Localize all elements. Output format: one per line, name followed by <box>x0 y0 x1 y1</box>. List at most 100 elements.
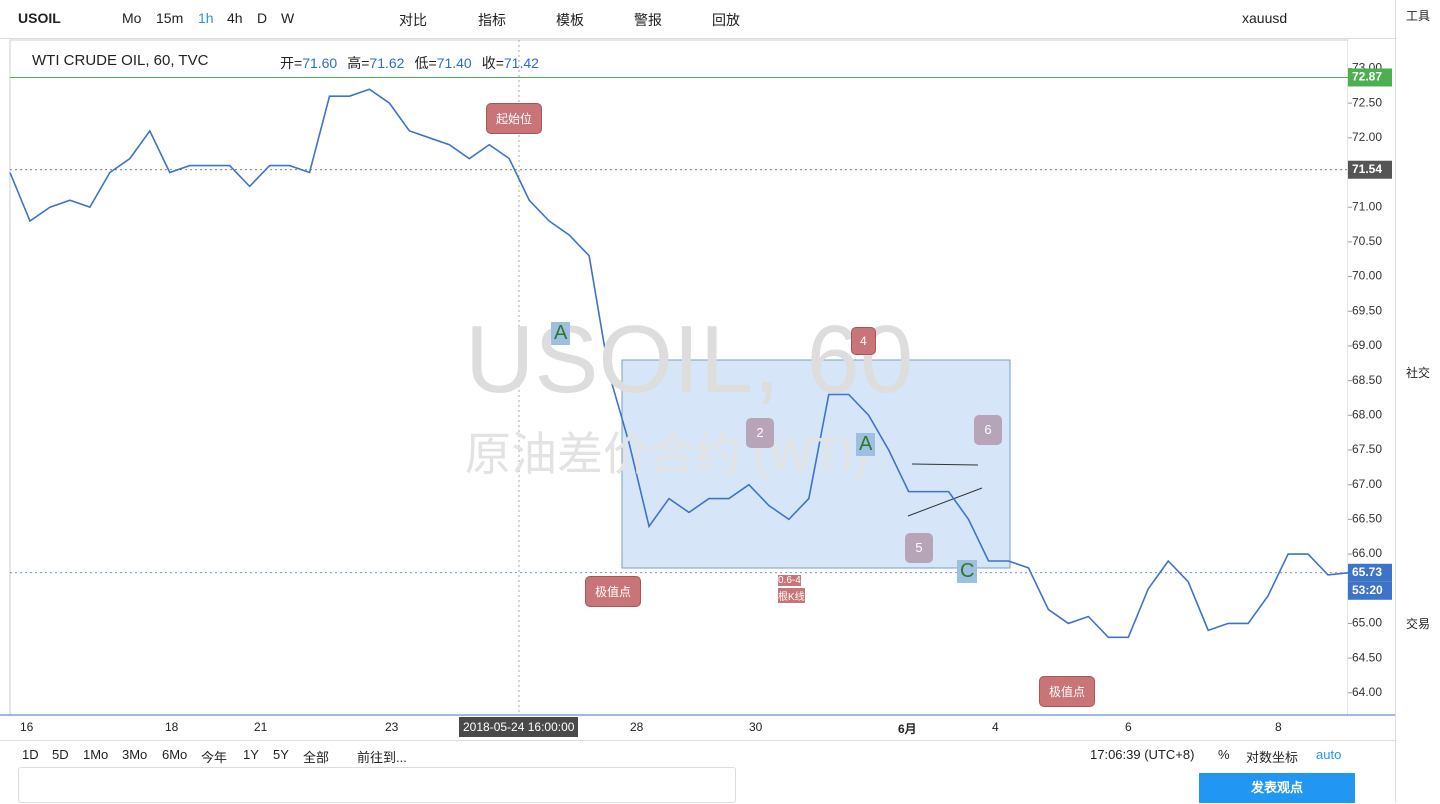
x-tick-label: 30 <box>749 720 763 734</box>
range[interactable]: 5Y <box>273 747 289 762</box>
watermark: USOIL, 60 <box>465 306 914 413</box>
bottom-bar: 1D 5D 1Mo 3Mo 6Mo 今年 1Y 5Y 全部 前往到... 17:06:39 (U… <box>0 740 1395 804</box>
interval[interactable]: 4h <box>227 10 243 26</box>
toolbar-button[interactable]: 模板 <box>556 12 584 28</box>
countdown: 53:20 <box>1352 583 1383 597</box>
top-toolbar: USOIL Mo 15m 1h 4h D W 对比 指标 模板 警报 回放 xauusd <box>0 0 1395 39</box>
log-scale[interactable]: 对数坐标 <box>1246 750 1299 765</box>
y-tick-label: 69.00 <box>1352 338 1382 352</box>
publish-button[interactable]: 发表观点 <box>1199 773 1355 803</box>
layout-name[interactable]: xauusd <box>1242 10 1288 26</box>
goto[interactable]: 前往到... <box>357 750 407 765</box>
crosshair-time: 2018-05-24 16:00:00 <box>459 717 579 737</box>
y-tick-label: 66.00 <box>1352 546 1382 560</box>
chart: 64.0064.5065.0065.5066.0066.5067.0067.50… <box>0 39 1395 716</box>
x-tick-label: 6月 <box>898 722 917 736</box>
interval[interactable]: D <box>257 10 268 26</box>
y-tick-label: 71.00 <box>1352 199 1382 213</box>
range[interactable]: 1Mo <box>83 747 109 762</box>
price-label: 65.73 <box>1352 565 1382 579</box>
interval[interactable]: W <box>281 10 295 26</box>
note: 4 <box>851 327 876 355</box>
x-tick-label: 6 <box>1125 720 1132 734</box>
trendline <box>907 487 983 517</box>
note: 5 <box>905 533 933 563</box>
y-tick-label: 67.00 <box>1352 477 1382 491</box>
x-tick-label: 28 <box>630 720 644 734</box>
price-line-series <box>9 88 1349 639</box>
note: 0.6-4 <box>778 575 801 586</box>
range[interactable]: 1Y <box>243 747 259 762</box>
price-label-bg <box>1348 160 1392 179</box>
range[interactable]: 5D <box>52 747 69 762</box>
note: 根K线 <box>778 588 805 603</box>
range[interactable]: 1D <box>22 747 39 762</box>
ohlc-item: 低= <box>414 55 437 71</box>
note: 极值点 <box>585 576 642 607</box>
range[interactable]: 6Mo <box>162 747 188 762</box>
x-tick-label: 21 <box>254 720 268 734</box>
ohlc-item: 高= <box>347 55 370 71</box>
y-tick-label: 72.50 <box>1352 95 1382 109</box>
y-tick-label: 68.00 <box>1352 407 1382 421</box>
sidebar-label: 工具 <box>1406 9 1431 23</box>
interval[interactable]: 15m <box>156 10 184 26</box>
ohlc-item: 71.40 <box>436 55 472 71</box>
auto-scale[interactable]: auto <box>1316 747 1342 762</box>
y-tick-label: 68.50 <box>1352 373 1382 387</box>
wave-label: C <box>957 560 978 583</box>
clock: 17:06:39 (UTC+8) <box>1090 747 1195 762</box>
wave-label: A <box>856 433 876 456</box>
price-label-bg <box>1348 68 1392 87</box>
ohlc-item: 71.42 <box>503 55 539 71</box>
range[interactable]: 3Mo <box>122 747 148 762</box>
y-tick-label: 70.00 <box>1352 269 1382 283</box>
note: 起始位 <box>486 103 543 134</box>
series-title: WTI CRUDE OIL, 60, TVC <box>32 52 209 69</box>
trendline <box>911 463 979 466</box>
y-tick-label: 65.00 <box>1352 616 1382 630</box>
price-label-bg <box>1348 563 1392 582</box>
countdown-bg <box>1348 581 1392 600</box>
x-tick-label: 8 <box>1275 720 1282 734</box>
price-label: 72.87 <box>1352 70 1382 84</box>
range[interactable]: 今年 <box>201 750 228 765</box>
range[interactable]: 全部 <box>303 750 330 765</box>
x-tick-label: 16 <box>20 720 34 734</box>
y-tick-label: 66.50 <box>1352 512 1382 526</box>
y-tick-label: 69.50 <box>1352 303 1382 317</box>
ohlc: 开=71.60 高=71.62 低=71.40 收=71.42 <box>280 53 549 73</box>
sidebar-label: 社交 <box>1406 366 1431 380</box>
symbol[interactable]: USOIL <box>18 10 61 26</box>
x-tick-label: 4 <box>992 720 999 734</box>
toolbar-button[interactable]: 警报 <box>634 12 662 28</box>
y-tick-label: 67.50 <box>1352 442 1382 456</box>
y-tick-label: 72.00 <box>1352 130 1382 144</box>
x-tick-label: 23 <box>385 720 399 734</box>
x-tick-label: 18 <box>165 720 179 734</box>
wave-label: A <box>551 322 571 345</box>
ohlc-item: 收= <box>481 55 504 71</box>
y-tick-label: 64.50 <box>1352 650 1382 664</box>
right-sidebar: 工具 社交 交易 <box>1395 0 1440 803</box>
y-tick-label: 70.50 <box>1352 234 1382 248</box>
y-tick-label: 64.00 <box>1352 685 1382 699</box>
ohlc-item: 71.60 <box>302 55 338 71</box>
toolbar-button[interactable]: 对比 <box>399 12 427 28</box>
interval[interactable]: Mo <box>122 10 142 26</box>
watermark: 原油差价合约 (WTI) <box>465 428 869 480</box>
sidebar-label: 交易 <box>1406 617 1431 631</box>
note: 极值点 <box>1039 676 1096 707</box>
note: 6 <box>974 415 1002 445</box>
toolbar-button[interactable]: 指标 <box>478 12 506 28</box>
percent[interactable]: % <box>1218 747 1230 762</box>
interval[interactable]: 1h <box>198 10 214 26</box>
note: 2 <box>746 418 774 448</box>
price-axis <box>1348 40 1395 715</box>
ohlc-item: 开= <box>280 55 303 71</box>
toolbar-button[interactable]: 回放 <box>712 12 740 28</box>
drawing-toolbar <box>18 767 736 803</box>
price-label: 71.54 <box>1352 162 1382 176</box>
ohlc-item: 71.62 <box>369 55 405 71</box>
